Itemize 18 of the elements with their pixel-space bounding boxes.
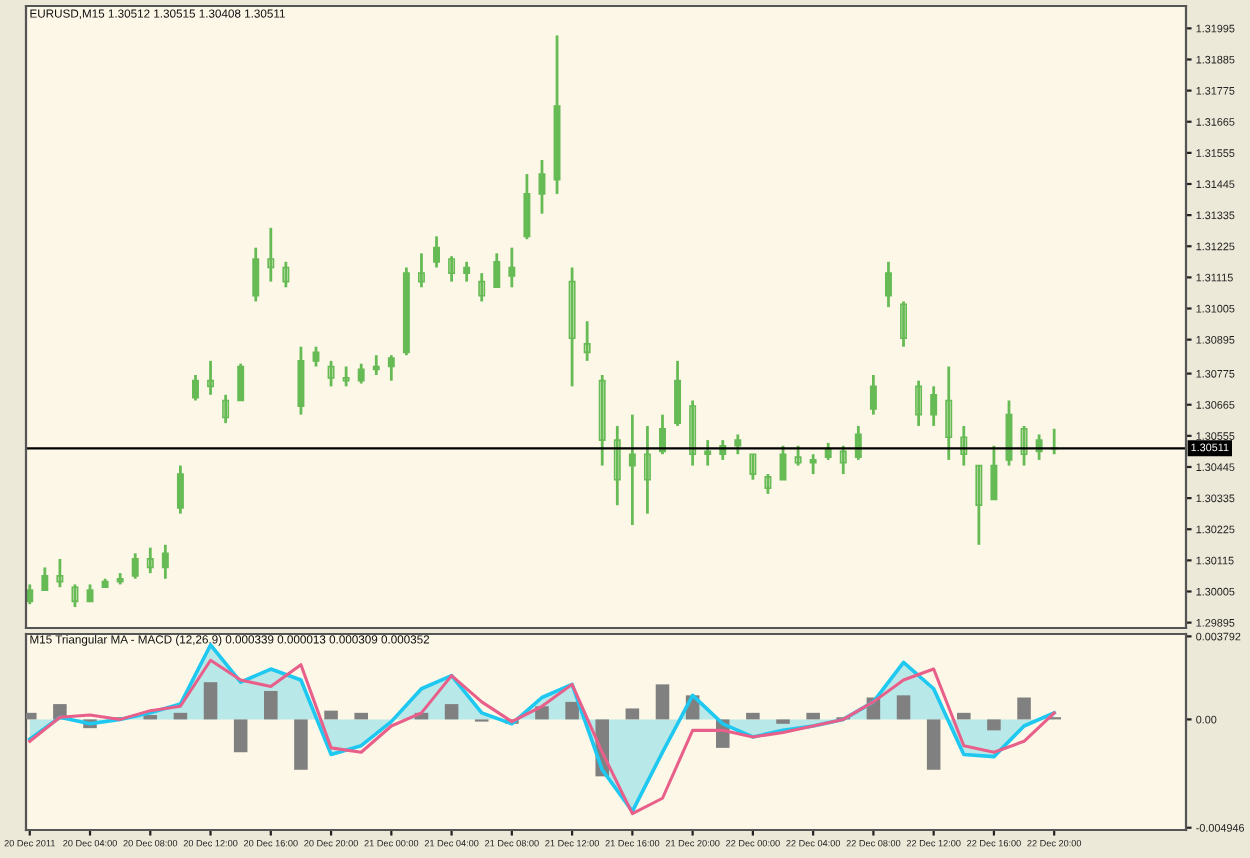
bar [354, 712, 368, 720]
bar [1017, 697, 1031, 720]
bar [444, 704, 459, 720]
bar [746, 712, 760, 720]
bar [324, 710, 338, 720]
bar [233, 719, 248, 753]
bar [896, 695, 911, 720]
bar [957, 712, 971, 720]
bar [565, 701, 579, 720]
bar [625, 708, 640, 720]
bar [926, 719, 941, 770]
bar [26, 712, 37, 720]
bar [203, 682, 218, 720]
bar [987, 719, 1001, 731]
bar [264, 690, 278, 720]
bar [806, 712, 820, 720]
bar [294, 719, 308, 770]
bar [655, 684, 670, 720]
